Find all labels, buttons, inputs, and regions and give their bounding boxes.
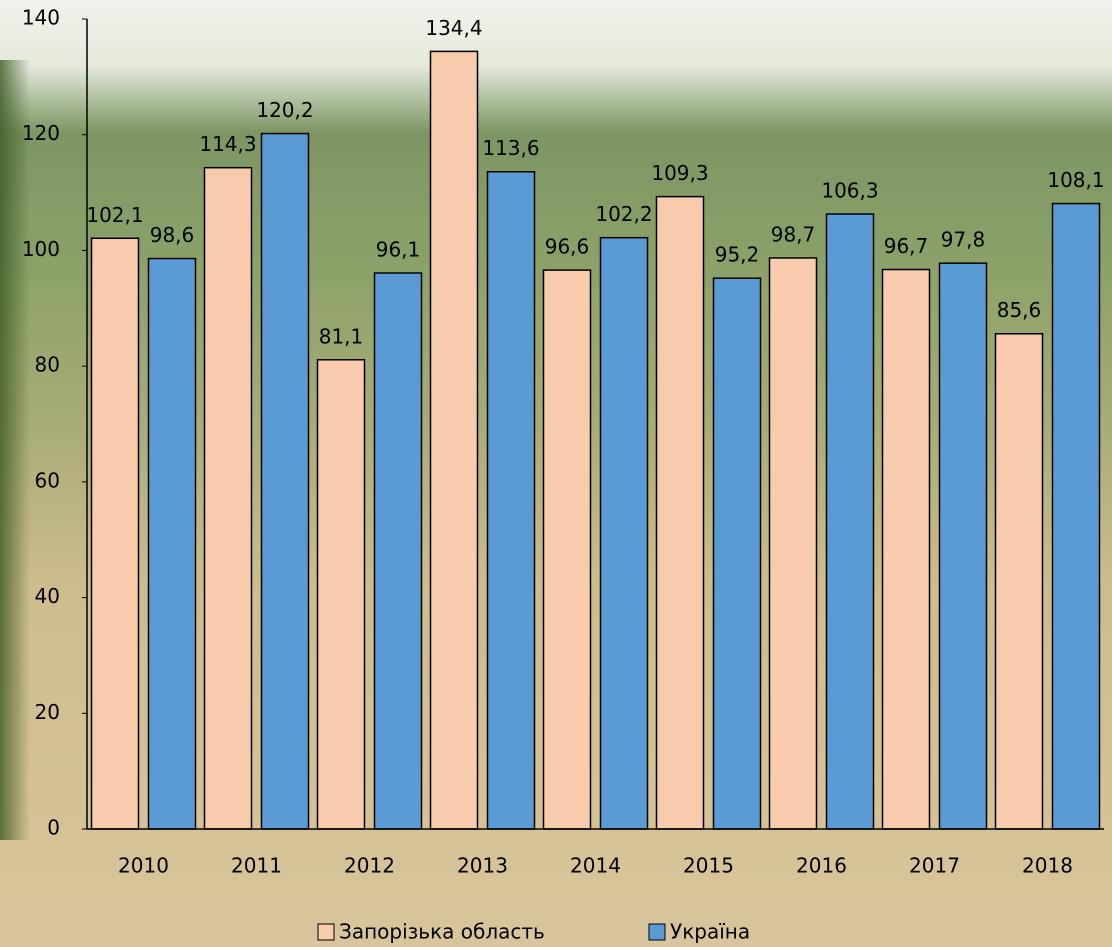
value-label: 109,3 [651, 161, 708, 185]
y-tick-label: 0 [47, 816, 60, 840]
value-label: 97,8 [941, 228, 986, 252]
bar [318, 360, 365, 829]
x-tick-label: 2015 [683, 854, 734, 878]
y-tick-label: 120 [22, 121, 60, 145]
y-tick-label: 100 [22, 237, 60, 261]
value-label: 102,2 [595, 202, 652, 226]
bar [770, 258, 817, 829]
bar [544, 270, 591, 829]
x-tick-label: 2018 [1022, 854, 1073, 878]
y-tick-label: 20 [35, 700, 60, 724]
x-tick-label: 2010 [118, 854, 169, 878]
value-label: 108,1 [1047, 168, 1104, 192]
value-label: 113,6 [482, 136, 539, 160]
bar [996, 334, 1043, 829]
x-tick-label: 2014 [570, 854, 621, 878]
bar [149, 259, 196, 829]
bar [827, 214, 874, 829]
value-label: 120,2 [256, 98, 313, 122]
bar [1053, 204, 1100, 829]
bar [92, 238, 139, 829]
value-label: 96,7 [884, 234, 929, 258]
x-tick-label: 2016 [796, 854, 847, 878]
x-tick-label: 2011 [231, 854, 282, 878]
value-label: 98,7 [771, 222, 816, 246]
value-label: 85,6 [997, 298, 1042, 322]
y-tick-label: 140 [22, 6, 60, 30]
bar [714, 278, 761, 829]
chart: 0 20 40 60 80 100 120 140 2010 102,1 98,6 2011 114,3… [0, 0, 1112, 947]
y-tick-label: 40 [35, 584, 60, 608]
bar [601, 238, 648, 829]
bar [488, 172, 535, 829]
value-label: 98,6 [150, 223, 195, 247]
x-tick-label: 2013 [457, 854, 508, 878]
legend-label: Україна [670, 920, 750, 944]
value-label: 134,4 [425, 16, 482, 40]
bar [375, 273, 422, 829]
bar [262, 134, 309, 829]
value-label: 114,3 [199, 132, 256, 156]
value-label: 106,3 [821, 178, 878, 202]
y-tick-label: 80 [35, 353, 60, 377]
value-label: 96,6 [545, 235, 590, 259]
value-label: 95,2 [715, 243, 760, 267]
x-tick-label: 2017 [909, 854, 960, 878]
bar [657, 197, 704, 829]
bar [431, 51, 478, 829]
legend-swatch [649, 924, 665, 940]
bar [205, 168, 252, 829]
bar [940, 263, 987, 829]
x-tick-label: 2012 [344, 854, 395, 878]
legend-swatch [318, 924, 334, 940]
value-label: 102,1 [86, 203, 143, 227]
bar [883, 270, 930, 829]
value-label: 96,1 [376, 237, 421, 261]
y-tick-label: 60 [35, 468, 60, 492]
value-label: 81,1 [319, 324, 364, 348]
background-edge [0, 60, 30, 840]
legend-label: Запорізька область [339, 920, 545, 944]
